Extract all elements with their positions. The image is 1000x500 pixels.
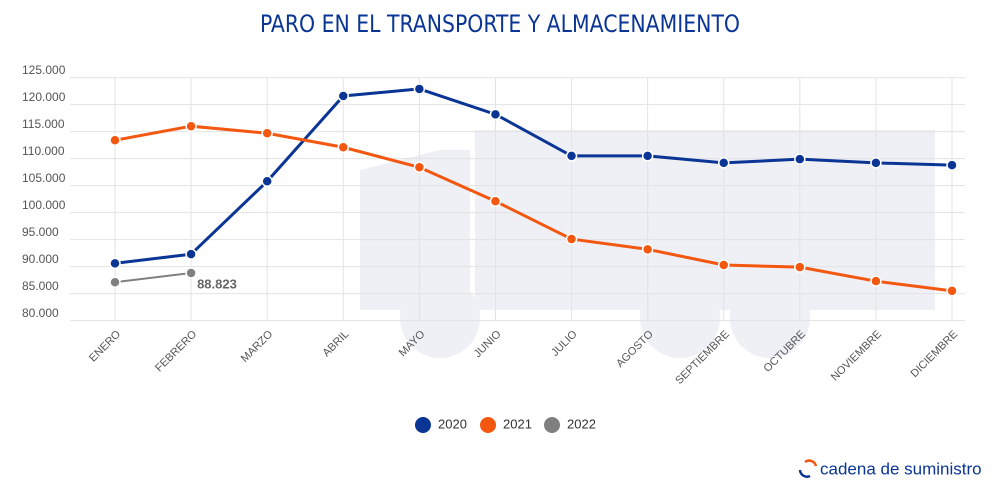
data-point [489, 195, 502, 208]
y-tick-label: 115.000 [22, 117, 65, 131]
legend-label: 2022 [567, 416, 596, 431]
data-point [641, 150, 654, 162]
chart-title: PARO EN EL TRANSPORTE Y ALMACENAMIENTO [260, 10, 740, 38]
data-point [109, 276, 121, 289]
data-point [185, 120, 197, 132]
data-label: 88.823 [197, 276, 237, 291]
x-tick-label: FEBRERO [153, 328, 199, 374]
data-point [185, 248, 197, 260]
data-point [565, 233, 578, 245]
legend-marker [544, 417, 560, 433]
brand: cadena de suministro [820, 459, 982, 478]
y-tick-label: 125.000 [22, 63, 66, 77]
y-tick-label: 100.000 [22, 198, 66, 212]
x-tick-label: JULIO [549, 328, 580, 359]
x-tick-label: ENERO [87, 328, 123, 364]
data-point [641, 243, 654, 256]
data-point [794, 261, 806, 273]
legend-label: 2020 [438, 416, 467, 431]
data-point [870, 275, 882, 287]
data-point [717, 157, 730, 169]
x-tick-label: MARZO [239, 328, 276, 365]
y-tick-label: 95.000 [22, 225, 59, 239]
legend-marker [480, 417, 496, 433]
y-tick-label: 110.000 [22, 144, 65, 158]
data-point [946, 285, 958, 297]
data-point [489, 108, 502, 121]
data-point [413, 161, 426, 173]
brand-logo [798, 459, 818, 478]
data-point [261, 127, 273, 139]
y-tick-label: 105.000 [22, 171, 66, 185]
data-point [109, 257, 121, 270]
series-line [114, 124, 953, 293]
legend-marker [415, 417, 431, 433]
y-tick-label: 85.000 [22, 279, 59, 293]
x-tick-label: AGOSTO [614, 328, 656, 370]
series-line [114, 87, 953, 265]
x-tick-label: NOVIEMBRE [829, 328, 884, 383]
data-point [717, 259, 730, 271]
legend-label: 2021 [503, 416, 532, 431]
data-point [946, 159, 958, 171]
series-line [114, 271, 192, 284]
data-point [794, 153, 806, 165]
data-point [337, 141, 350, 154]
y-tick-label: 90.000 [22, 252, 59, 266]
data-point [185, 267, 197, 279]
y-tick-label: 80.000 [22, 306, 59, 320]
data-point [261, 175, 273, 188]
data-point [413, 83, 426, 95]
data-point [565, 150, 578, 162]
data-point [870, 157, 882, 169]
y-tick-label: 120.000 [22, 90, 66, 104]
data-point [109, 134, 121, 146]
x-tick-label: ABRIL [320, 328, 351, 359]
x-tick-label: DICIEMBRE [908, 328, 960, 380]
data-point [337, 90, 350, 102]
